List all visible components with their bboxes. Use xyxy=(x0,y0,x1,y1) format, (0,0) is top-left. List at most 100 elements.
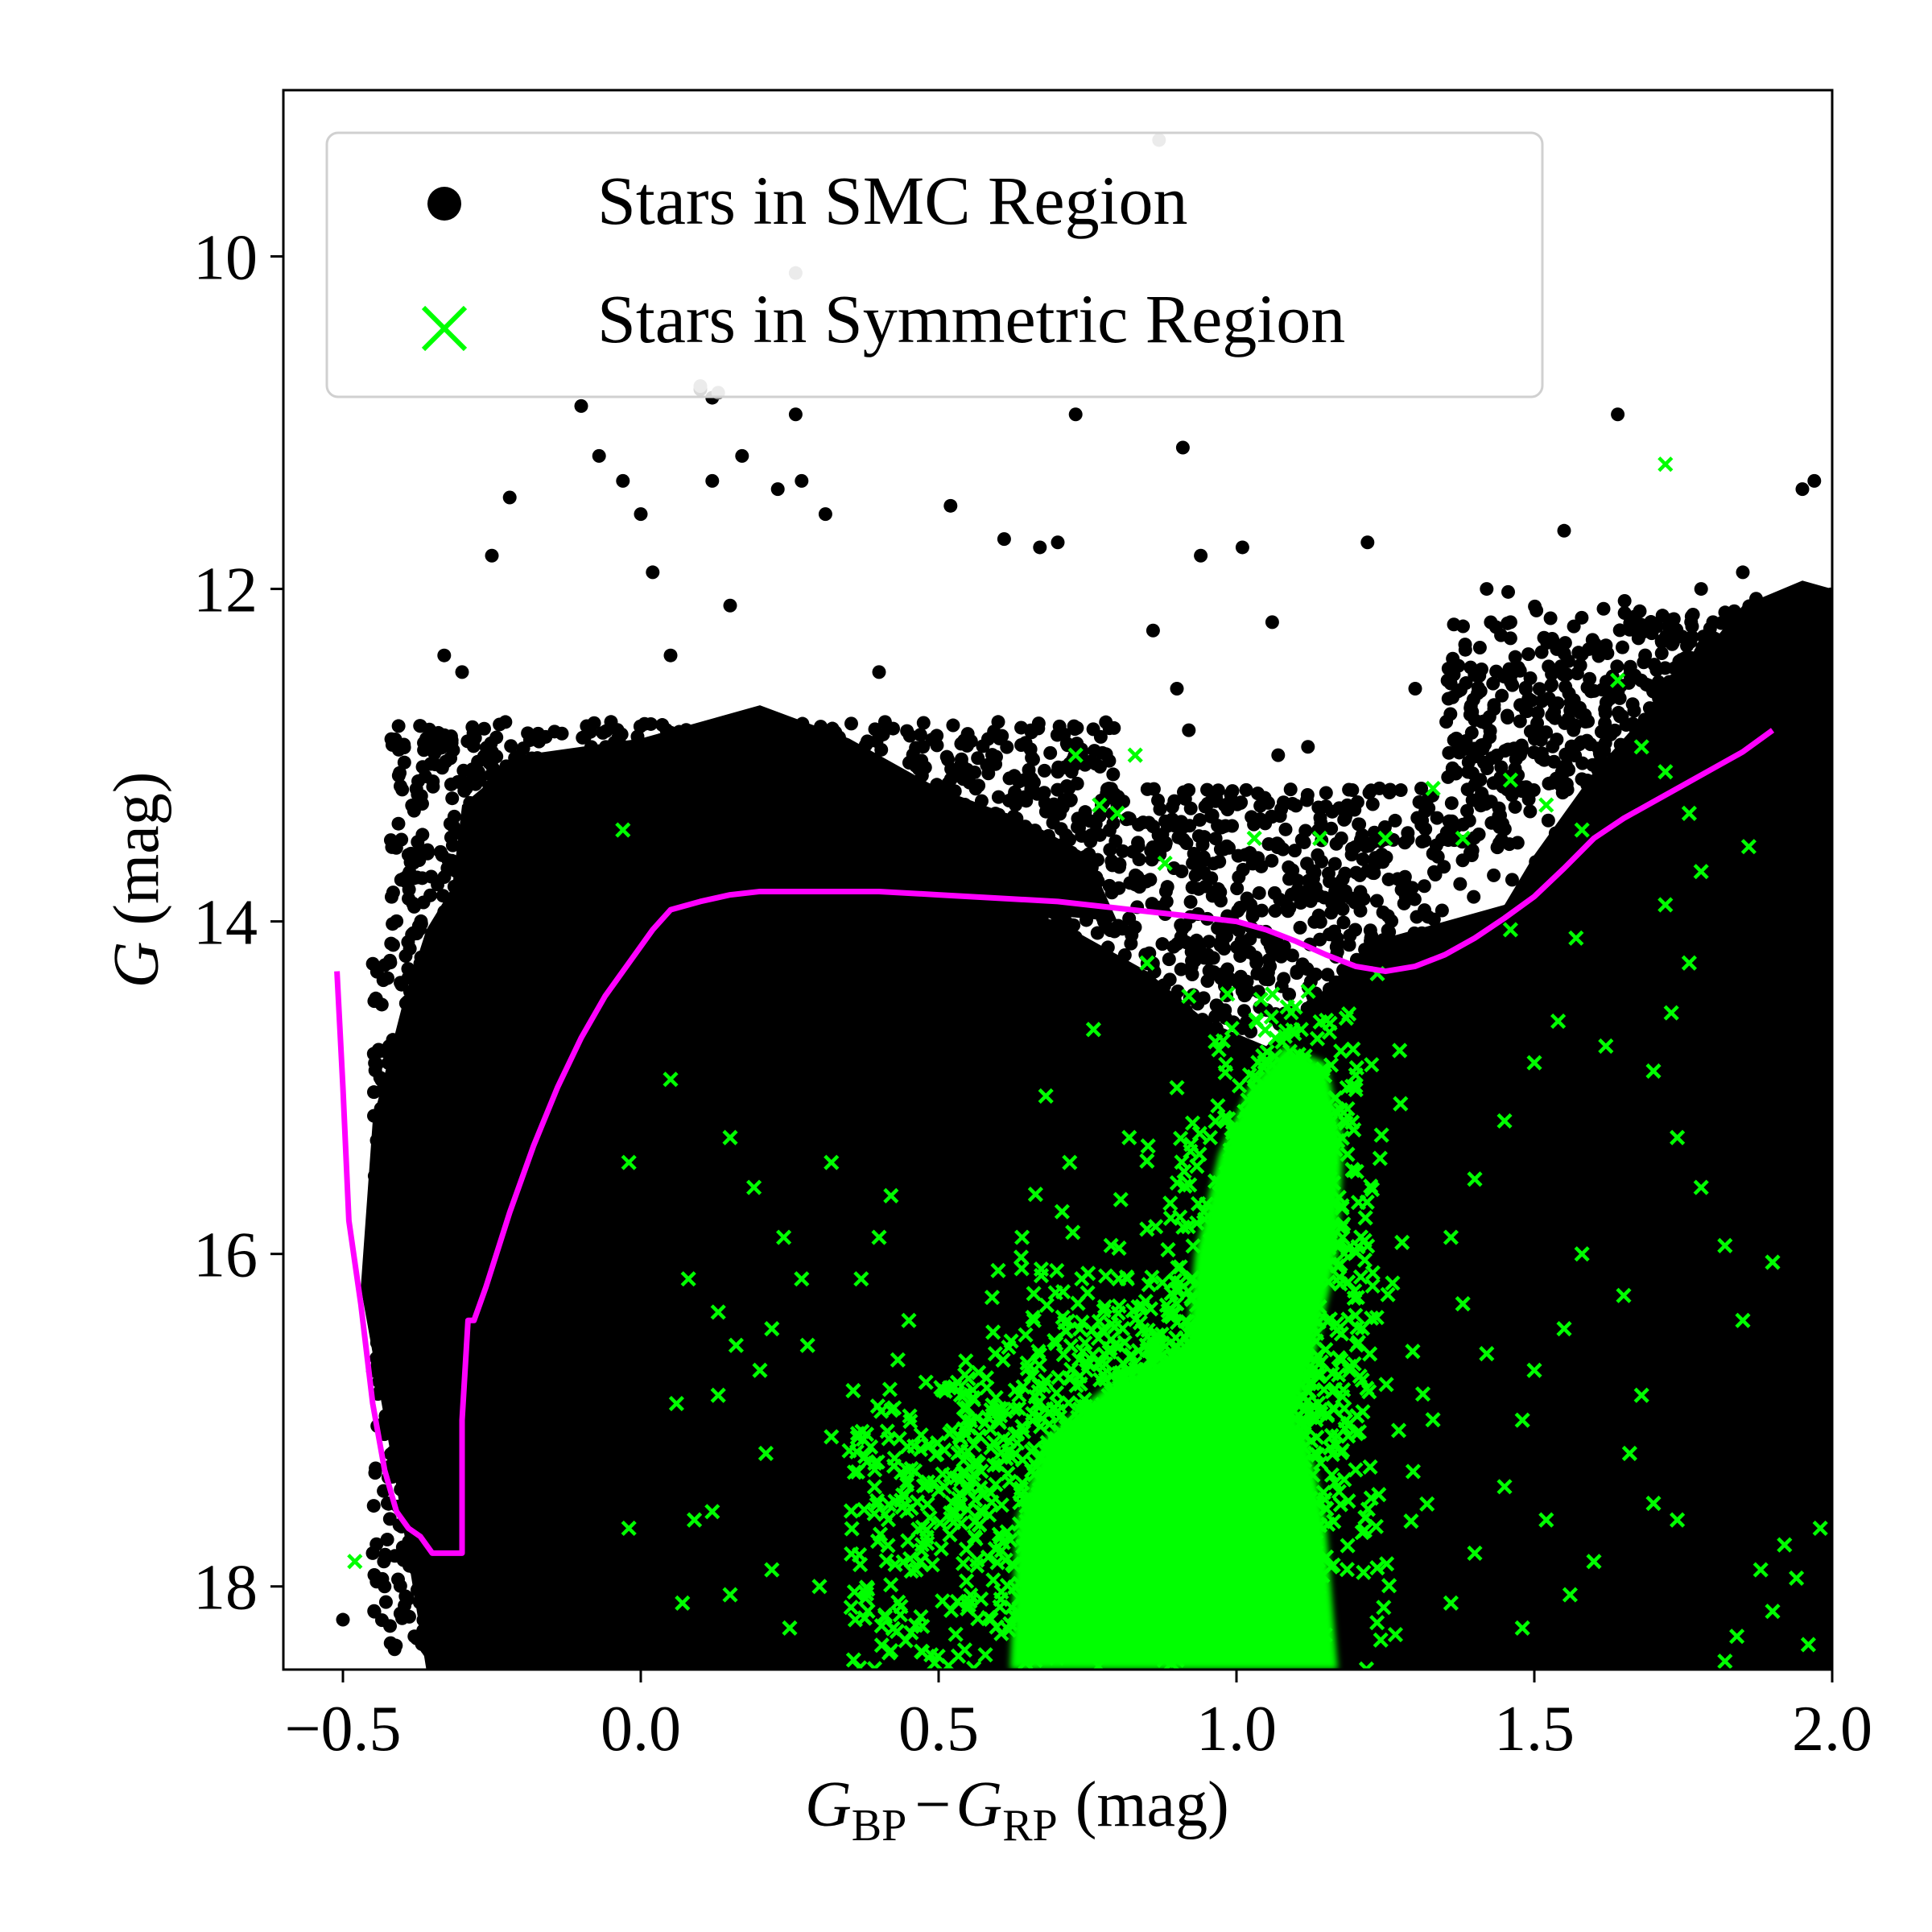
smc-star-point xyxy=(1676,901,1690,915)
smc-star-point xyxy=(1534,694,1549,708)
smc-star-point xyxy=(1468,712,1482,727)
smc-star-point xyxy=(1728,1442,1742,1456)
smc-star-point xyxy=(1336,915,1351,930)
smc-star-point xyxy=(1572,700,1587,715)
smc-star-point xyxy=(491,848,506,863)
smc-star-point xyxy=(709,936,724,951)
smc-star-point xyxy=(1050,728,1064,742)
smc-star-point xyxy=(1823,840,1832,854)
smc-star-point xyxy=(1518,703,1533,717)
smc-star-point xyxy=(424,1402,439,1416)
smc-star-point xyxy=(775,749,790,764)
smc-star-point xyxy=(1412,795,1426,809)
smc-star-point xyxy=(414,1269,428,1283)
smc-star-point xyxy=(1761,1164,1776,1179)
smc-star-point xyxy=(1426,846,1440,861)
smc-star-point xyxy=(791,784,806,799)
smc-star-point xyxy=(1062,781,1076,795)
smc-star-point xyxy=(1678,1372,1693,1386)
smc-star-point xyxy=(775,864,790,878)
smc-star-point xyxy=(739,840,753,854)
smc-star-point xyxy=(1026,752,1040,766)
smc-star-point xyxy=(444,751,458,766)
smc-star-point xyxy=(583,773,597,787)
smc-star-point xyxy=(616,473,630,488)
smc-star-point xyxy=(1822,1372,1832,1386)
smc-star-point xyxy=(423,1314,438,1328)
smc-star-point xyxy=(744,716,758,731)
smc-star-point xyxy=(1743,1157,1757,1171)
smc-star-point xyxy=(1718,1505,1732,1520)
smc-star-point xyxy=(791,766,805,781)
smc-scatter-points xyxy=(336,133,1832,1660)
smc-star-point xyxy=(1801,771,1815,786)
smc-star-point xyxy=(1543,611,1558,625)
smc-star-point xyxy=(1805,591,1819,605)
smc-star-point xyxy=(1699,1001,1714,1016)
smc-star-point xyxy=(1715,1054,1730,1068)
smc-star-point xyxy=(645,909,659,923)
smc-star-point xyxy=(611,730,625,745)
smc-star-point xyxy=(473,943,487,958)
smc-star-point xyxy=(449,1046,464,1060)
smc-star-point xyxy=(1812,949,1827,964)
smc-star-point xyxy=(416,1231,431,1245)
smc-star-point xyxy=(1396,1030,1410,1045)
smc-star-point xyxy=(1038,796,1052,811)
smc-star-point xyxy=(1818,1294,1832,1309)
smc-star-point xyxy=(989,749,1003,764)
smc-star-point xyxy=(1430,811,1444,825)
smc-star-point xyxy=(967,855,981,869)
smc-star-point xyxy=(1711,1120,1725,1134)
smc-star-point xyxy=(1571,646,1586,660)
smc-star-point xyxy=(431,725,446,740)
smc-star-point xyxy=(614,918,629,932)
smc-star-point xyxy=(795,927,810,941)
smc-star-point xyxy=(1703,1545,1718,1559)
smc-star-point xyxy=(1200,951,1215,965)
smc-star-point xyxy=(712,857,726,871)
smc-star-point xyxy=(968,765,982,779)
smc-star-point xyxy=(1740,1115,1755,1129)
smc-star-point xyxy=(945,944,960,959)
smc-star-point xyxy=(1757,935,1772,950)
smc-star-point xyxy=(384,936,398,951)
smc-star-point xyxy=(663,648,678,663)
smc-star-point xyxy=(1823,605,1832,620)
smc-star-point xyxy=(936,782,951,797)
smc-star-point xyxy=(1319,786,1333,800)
smc-star-point xyxy=(788,943,803,957)
smc-star-point xyxy=(1352,817,1366,832)
smc-star-point xyxy=(1611,407,1625,422)
smc-star-point xyxy=(431,1422,446,1437)
smc-star-point xyxy=(1658,661,1673,675)
smc-star-point xyxy=(1682,1496,1696,1510)
smc-star-point xyxy=(1501,711,1515,725)
smc-star-point xyxy=(1765,1310,1779,1324)
smc-star-point xyxy=(1472,641,1487,655)
smc-star-point xyxy=(1575,610,1589,625)
smc-star-point xyxy=(1737,1352,1752,1367)
smc-star-point xyxy=(1711,641,1725,655)
smc-star-point xyxy=(788,407,803,422)
smc-star-point xyxy=(631,766,646,780)
smc-star-point xyxy=(1763,1627,1777,1641)
smc-star-point xyxy=(667,811,681,826)
smc-star-point xyxy=(1704,1195,1719,1209)
smc-star-point xyxy=(1208,1009,1223,1024)
smc-star-point xyxy=(440,923,454,937)
smc-star-point xyxy=(1535,855,1550,869)
smc-star-point xyxy=(1561,712,1575,726)
smc-star-point xyxy=(365,1546,380,1560)
smc-star-point xyxy=(1557,523,1571,538)
smc-star-point xyxy=(367,1567,382,1582)
smc-star-point xyxy=(1676,1062,1690,1076)
smc-star-point xyxy=(1290,873,1305,888)
smc-star-point xyxy=(1472,827,1486,841)
smc-star-point xyxy=(1795,482,1810,497)
smc-star-point xyxy=(968,782,983,796)
smc-star-point xyxy=(1736,861,1750,876)
smc-star-point xyxy=(757,717,771,732)
smc-star-point xyxy=(497,930,512,944)
smc-star-point xyxy=(464,1143,478,1158)
